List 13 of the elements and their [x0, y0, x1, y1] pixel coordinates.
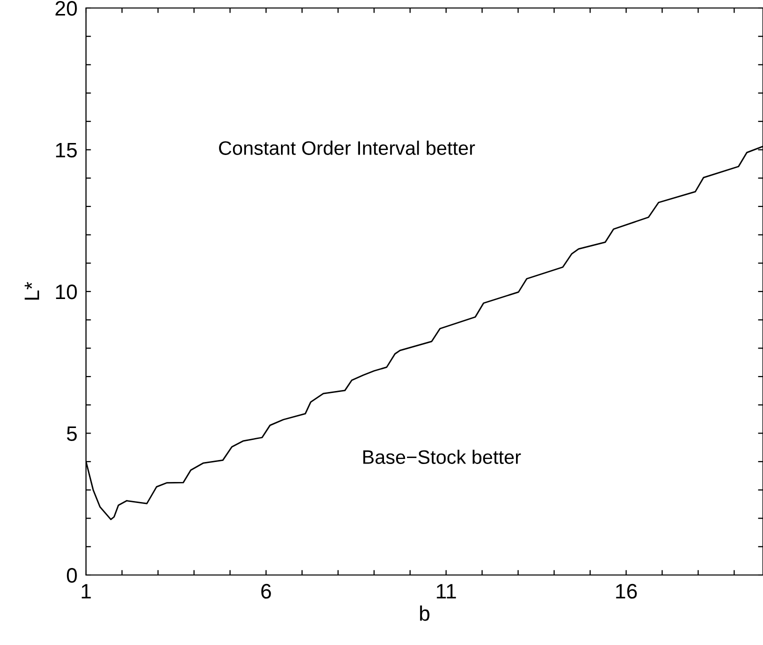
y-axis-title: L*	[24, 282, 40, 300]
x-tick-label: 16	[616, 584, 637, 599]
y-tick-label: 5	[66, 426, 77, 442]
x-tick-label: 11	[436, 584, 456, 598]
x-axis-title: b	[420, 606, 430, 621]
annotation: Constant Order Interval better	[219, 140, 475, 155]
y-tick-label: 0	[66, 568, 77, 583]
y-tick-label: 20	[56, 1, 77, 16]
x-tick-label: 6	[261, 584, 271, 599]
x-tick-label: 1	[82, 584, 91, 598]
y-tick-label: 15	[56, 142, 77, 158]
annotation: Base−Stock better	[363, 450, 521, 464]
y-tick-label: 10	[56, 284, 77, 300]
